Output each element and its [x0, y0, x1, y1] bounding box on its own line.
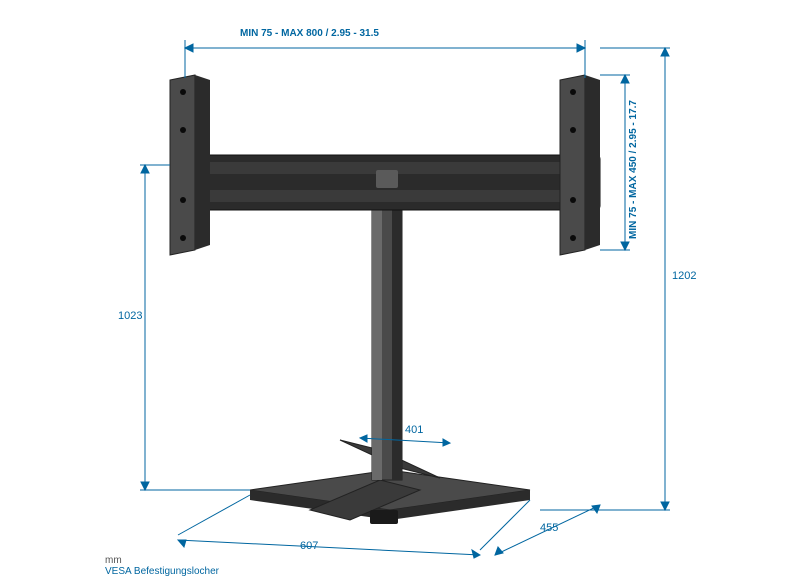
base-depth-label: 455 [540, 522, 558, 534]
drawing [0, 0, 786, 587]
unit-label: mm [105, 555, 219, 566]
footer-legend: mm VESA Befestigungslocher [105, 555, 219, 577]
vesa-legend-label: VESA Befestigungslocher [105, 566, 219, 577]
column-height-label: 1023 [118, 310, 142, 322]
vesa-height-label: MIN 75 - MAX 450 / 2.95 - 17.7 [628, 100, 639, 239]
total-height-label: 1202 [672, 270, 696, 282]
vesa-width-label: MIN 75 - MAX 800 / 2.95 - 31.5 [240, 28, 379, 39]
base-depth-top-label: 401 [405, 424, 423, 436]
base-width-label: 607 [300, 540, 318, 552]
